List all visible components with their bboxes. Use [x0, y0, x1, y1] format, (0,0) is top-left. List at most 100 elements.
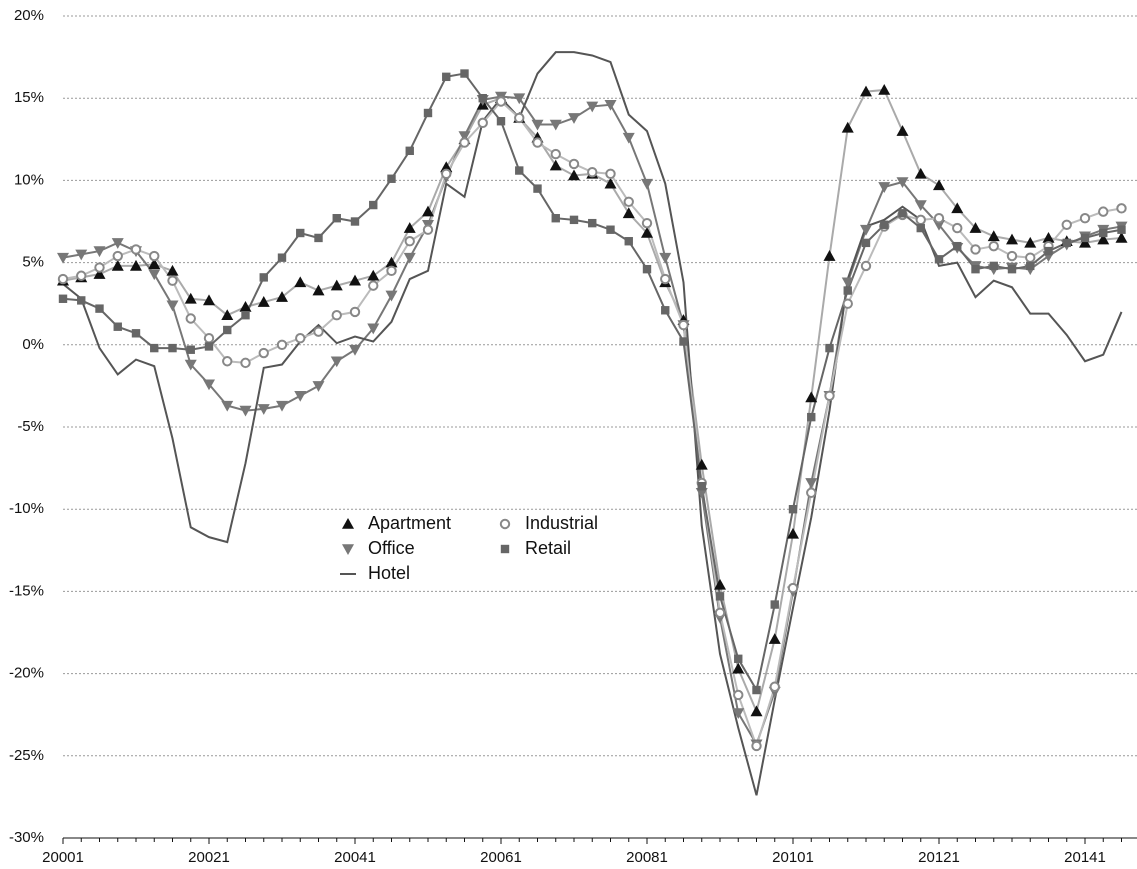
- marker: [459, 137, 470, 148]
- marker: [257, 296, 270, 307]
- marker: [204, 342, 214, 351]
- marker: [367, 323, 380, 335]
- marker: [568, 158, 580, 170]
- marker: [1042, 231, 1055, 243]
- marker: [623, 196, 634, 207]
- marker: [550, 148, 561, 160]
- marker: [460, 69, 469, 78]
- marker: [843, 286, 852, 295]
- marker: [168, 343, 177, 353]
- series-line: [62, 51, 1123, 796]
- marker: [606, 225, 615, 234]
- marker: [58, 294, 68, 303]
- marker: [385, 256, 398, 268]
- marker: [587, 166, 598, 178]
- marker: [953, 241, 962, 251]
- marker: [77, 296, 86, 305]
- marker: [878, 83, 891, 95]
- marker: [660, 273, 671, 285]
- marker: [715, 592, 725, 601]
- marker: [823, 250, 836, 261]
- marker: [841, 277, 854, 289]
- marker: [549, 159, 562, 171]
- marker: [805, 478, 818, 489]
- marker: [1117, 225, 1126, 234]
- marker: [367, 269, 380, 281]
- marker: [915, 214, 926, 226]
- marker: [342, 518, 354, 529]
- series-line: [62, 100, 1122, 750]
- marker: [167, 275, 178, 286]
- x-tick-label: 20061: [480, 849, 522, 866]
- marker: [841, 121, 854, 133]
- marker: [276, 291, 288, 302]
- marker: [860, 85, 872, 97]
- marker: [934, 255, 944, 264]
- y-tick-label: -5%: [17, 418, 44, 435]
- marker: [349, 344, 361, 356]
- marker: [770, 600, 779, 609]
- marker: [1079, 213, 1091, 224]
- x-tick-label: 20121: [918, 849, 960, 866]
- marker: [807, 412, 816, 422]
- marker: [349, 274, 361, 286]
- marker: [312, 381, 325, 392]
- marker: [695, 487, 708, 499]
- y-tick-label: -25%: [9, 747, 44, 764]
- marker: [1097, 233, 1110, 245]
- marker: [93, 268, 106, 279]
- marker: [385, 290, 398, 302]
- marker: [57, 273, 69, 285]
- marker: [732, 662, 745, 674]
- marker: [1099, 228, 1108, 238]
- marker: [896, 125, 909, 136]
- marker: [898, 209, 907, 218]
- marker: [987, 230, 1000, 242]
- marker: [1116, 203, 1127, 214]
- marker: [732, 708, 745, 720]
- marker: [403, 252, 416, 264]
- marker: [971, 264, 980, 274]
- legend-label: Office: [368, 538, 415, 558]
- x-tick-label: 20141: [1064, 849, 1106, 866]
- marker: [185, 313, 196, 324]
- marker: [148, 269, 161, 281]
- marker: [312, 284, 325, 296]
- marker: [369, 200, 378, 210]
- marker: [422, 224, 434, 235]
- marker: [203, 294, 215, 306]
- marker: [695, 458, 708, 470]
- marker: [186, 345, 195, 354]
- marker: [330, 279, 343, 291]
- marker: [240, 357, 251, 369]
- marker: [1025, 252, 1036, 263]
- x-tick-label: 20021: [188, 849, 230, 866]
- marker: [386, 265, 397, 277]
- marker: [989, 261, 998, 271]
- marker: [952, 222, 963, 234]
- marker: [896, 177, 909, 189]
- marker: [313, 326, 324, 337]
- marker: [1062, 238, 1071, 248]
- x-tick-label: 20041: [334, 849, 376, 866]
- marker: [805, 391, 818, 403]
- marker: [111, 238, 124, 249]
- marker: [752, 685, 761, 695]
- marker: [734, 654, 743, 664]
- marker: [131, 329, 141, 338]
- marker: [75, 249, 88, 261]
- marker: [641, 227, 653, 238]
- marker: [294, 276, 307, 288]
- marker: [1026, 261, 1035, 271]
- y-tick-label: -30%: [9, 829, 44, 846]
- marker: [184, 292, 197, 304]
- x-tick-label: 20001: [42, 849, 84, 866]
- marker: [184, 359, 197, 371]
- y-tick-label: -10%: [9, 500, 44, 517]
- marker: [495, 96, 507, 107]
- marker: [258, 347, 269, 359]
- marker: [1115, 231, 1128, 243]
- marker: [203, 333, 215, 344]
- marker: [988, 240, 999, 252]
- marker: [130, 244, 142, 255]
